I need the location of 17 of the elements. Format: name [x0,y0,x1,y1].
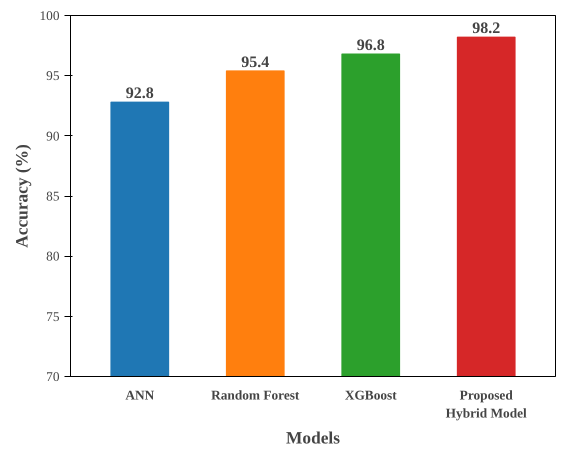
data-label: 95.4 [241,54,270,71]
x-tick-label: Random Forest [211,388,300,402]
y-tick-label: 95 [46,68,60,84]
y-tick-label: 80 [46,248,60,264]
data-label: 92.8 [126,85,154,102]
x-tick-label: XGBoost [344,388,398,402]
x-tick-label: ANN [125,388,155,402]
y-axis-title: Accuracy (%) [12,144,32,248]
x-tick-label: Proposed Hybrid Model [446,388,528,420]
y-tick-label: 75 [46,308,60,324]
data-label: 98.2 [472,20,500,38]
y-tick-label: 70 [46,369,60,384]
y-tick-label: 100 [40,8,60,23]
x-axis-title: Models [286,428,340,448]
y-tick-label: 90 [46,128,60,144]
y-tick-label: 85 [46,188,60,204]
data-label: 96.8 [356,37,385,54]
